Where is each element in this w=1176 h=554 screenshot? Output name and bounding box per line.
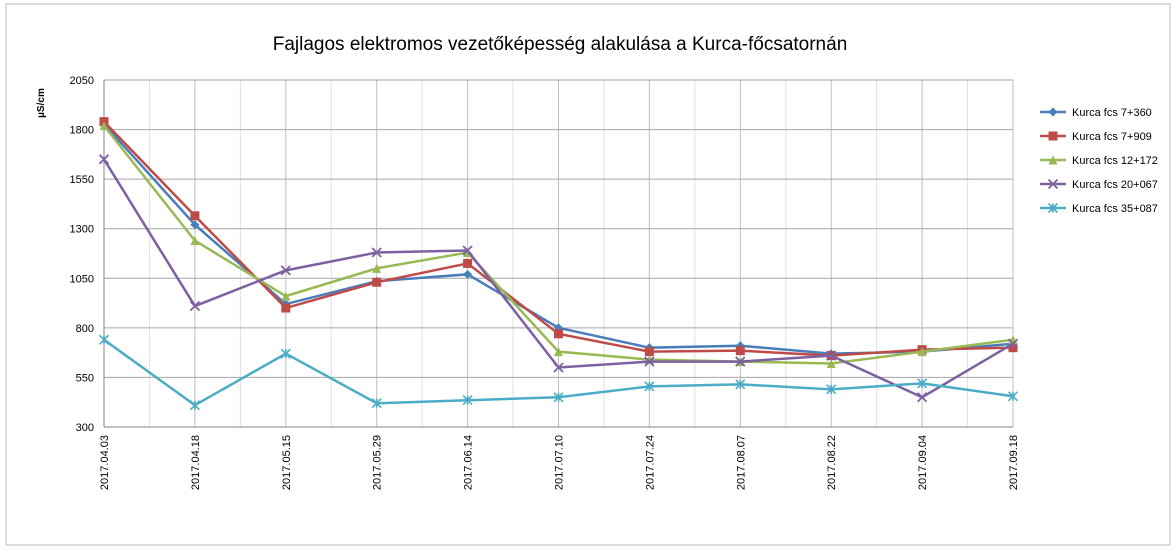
marker bbox=[190, 220, 200, 230]
y-tick-label: 550 bbox=[76, 372, 94, 384]
y-tick-label: 1300 bbox=[70, 224, 94, 236]
marker bbox=[281, 303, 291, 313]
legend-label: Kurca fcs 7+360 bbox=[1072, 107, 1152, 119]
y-tick-label: 1800 bbox=[70, 125, 94, 137]
x-tick-label: 2017.04.18 bbox=[190, 435, 202, 490]
marker bbox=[280, 348, 291, 359]
marker bbox=[280, 265, 291, 276]
y-tick-label: 300 bbox=[76, 422, 94, 434]
x-tick-label: 2017.09.18 bbox=[1008, 435, 1020, 490]
marker bbox=[462, 245, 473, 256]
marker bbox=[735, 379, 746, 390]
marker bbox=[1007, 391, 1019, 402]
marker bbox=[916, 392, 928, 403]
marker bbox=[826, 350, 837, 361]
marker bbox=[917, 347, 927, 357]
y-tick-label: 2050 bbox=[70, 75, 94, 87]
marker bbox=[1047, 202, 1059, 214]
marker bbox=[1048, 107, 1058, 117]
legend-label: Kurca fcs 7+909 bbox=[1072, 131, 1152, 143]
y-tick-label: 1550 bbox=[70, 174, 94, 186]
marker bbox=[189, 300, 201, 312]
marker bbox=[371, 398, 382, 409]
marker bbox=[462, 395, 473, 406]
y-axis-label: µS/cm bbox=[36, 88, 47, 118]
marker bbox=[826, 359, 836, 369]
marker bbox=[190, 236, 200, 246]
marker bbox=[644, 381, 655, 392]
x-tick-label: 2017.09.04 bbox=[917, 435, 929, 490]
marker bbox=[554, 329, 563, 339]
marker bbox=[99, 121, 109, 131]
marker bbox=[553, 392, 564, 403]
marker bbox=[1048, 155, 1058, 165]
legend-label: Kurca fcs 20+067 bbox=[1072, 179, 1158, 191]
y-tick-label: 1050 bbox=[70, 273, 94, 285]
marker bbox=[372, 277, 382, 287]
marker bbox=[98, 334, 110, 345]
marker bbox=[644, 356, 655, 367]
chart-border bbox=[5, 3, 1171, 546]
marker bbox=[189, 400, 200, 411]
marker bbox=[826, 384, 837, 395]
marker bbox=[1008, 343, 1018, 353]
marker bbox=[735, 346, 745, 356]
x-tick-label: 2017.04.03 bbox=[99, 435, 111, 490]
x-tick-label: 2017.07.10 bbox=[554, 435, 566, 490]
marker bbox=[644, 347, 654, 357]
x-tick-label: 2017.05.29 bbox=[372, 435, 384, 490]
chart-title: Fajlagos elektromos vezetőképesség alaku… bbox=[273, 34, 848, 55]
marker bbox=[463, 269, 473, 279]
marker bbox=[98, 154, 110, 165]
marker bbox=[554, 347, 563, 357]
x-tick-label: 2017.07.24 bbox=[644, 435, 656, 490]
marker bbox=[190, 211, 200, 221]
x-tick-label: 2017.08.22 bbox=[826, 435, 838, 490]
marker bbox=[372, 263, 382, 273]
marker bbox=[1048, 131, 1058, 141]
y-tick-label: 800 bbox=[76, 323, 94, 335]
marker bbox=[463, 258, 473, 268]
marker bbox=[371, 247, 382, 258]
legend-label: Kurca fcs 35+087 bbox=[1072, 203, 1158, 215]
x-tick-label: 2017.06.14 bbox=[463, 435, 475, 490]
marker bbox=[553, 362, 564, 373]
marker bbox=[735, 356, 746, 367]
marker bbox=[1007, 338, 1019, 349]
marker bbox=[281, 291, 291, 301]
legend-label: Kurca fcs 12+172 bbox=[1072, 155, 1158, 167]
marker bbox=[917, 378, 928, 389]
marker bbox=[1047, 178, 1059, 190]
x-tick-label: 2017.08.07 bbox=[735, 435, 747, 490]
x-tick-label: 2017.05.15 bbox=[281, 435, 293, 490]
